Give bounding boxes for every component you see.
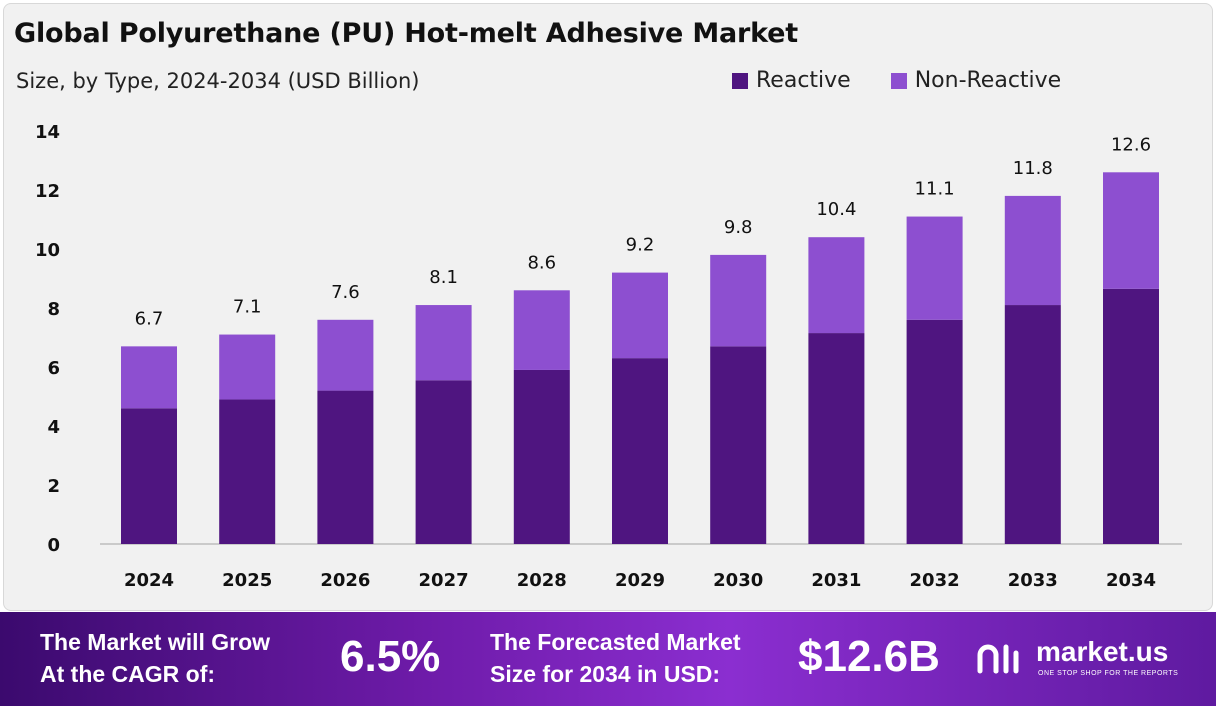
brand-name: market.us [1036, 636, 1169, 667]
data-label-total: 8.6 [527, 252, 556, 273]
bar-reactive-2024 [121, 408, 177, 544]
y-tick-label: 6 [47, 358, 60, 379]
bar-reactive-2027 [415, 380, 472, 544]
bar-non-reactive-2025 [219, 334, 276, 400]
x-tick-label: 2030 [713, 570, 763, 591]
bar-non-reactive-2030 [710, 254, 767, 347]
bar-chart: 0 2 4 6 8 10 12 14 6.7 7.1 7.6 8.1 8.6 9.2 9.8 10.4 11.… [35, 122, 1182, 591]
forecast-label-line1: The Forecasted Market [490, 629, 741, 655]
legend-item-non-reactive: Non-Reactive [890, 68, 1062, 93]
data-label-total: 8.1 [429, 267, 458, 288]
bar-non-reactive-2031 [808, 237, 865, 334]
legend-item-reactive: Reactive [732, 68, 851, 93]
cagr-label-line1: The Market will Grow [40, 629, 271, 655]
bar-non-reactive-2027 [415, 305, 472, 381]
bar-non-reactive-2026 [317, 319, 374, 391]
legend-swatch-reactive [732, 72, 748, 89]
bar-non-reactive-2032 [906, 216, 963, 320]
bar-reactive-2029 [612, 358, 668, 544]
x-tick-label: 2026 [320, 570, 370, 591]
x-tick-label: 2033 [1008, 570, 1058, 591]
x-tick-label: 2027 [419, 570, 469, 591]
bar-non-reactive-2028 [513, 290, 570, 370]
bar-non-reactive-2029 [612, 272, 668, 359]
cagr-value: 6.5% [340, 632, 441, 681]
x-tick-label: 2024 [124, 570, 174, 591]
bar-reactive-2033 [1004, 305, 1061, 544]
bar-non-reactive-2033 [1004, 195, 1061, 306]
forecast-label: The Forecasted Market Size for 2034 in U… [490, 626, 741, 690]
y-tick-label: 14 [35, 122, 60, 143]
bar-reactive-2030 [710, 346, 767, 544]
footer-banner: The Market will Grow At the CAGR of: 6.5… [0, 612, 1216, 706]
cagr-label: The Market will Grow At the CAGR of: [40, 626, 270, 690]
forecast-label-line2: Size for 2034 in USD: [490, 661, 721, 687]
legend-swatch-non-reactive [890, 72, 907, 89]
data-label-total: 7.6 [331, 282, 360, 303]
data-label-total: 9.2 [626, 235, 655, 256]
cagr-label-line2: At the CAGR of: [40, 661, 216, 687]
x-tick-label: 2025 [222, 570, 272, 591]
bar-reactive-2034 [1103, 288, 1159, 544]
market-us-logo-icon [977, 644, 1019, 674]
bar-reactive-2028 [513, 369, 570, 544]
x-axis: 2024 2025 2026 2027 2028 2029 2030 2031 2032 2033… [124, 570, 1156, 591]
data-label-total: 9.8 [724, 217, 753, 238]
x-tick-label: 2031 [811, 570, 861, 591]
brand-tagline: ONE STOP SHOP FOR THE REPORTS [1038, 670, 1179, 677]
bar-reactive-2026 [317, 390, 374, 544]
bar-reactive-2031 [808, 333, 865, 544]
legend-label-reactive: Reactive [756, 68, 851, 93]
y-tick-label: 10 [35, 240, 60, 261]
bar-reactive-2032 [906, 319, 963, 544]
chart-legend: Reactive Non-Reactive [732, 68, 1101, 93]
y-tick-label: 0 [47, 535, 60, 556]
data-label-total: 12.6 [1111, 134, 1151, 155]
x-tick-label: 2028 [517, 570, 567, 591]
data-label-total: 11.8 [1013, 158, 1053, 179]
y-tick-label: 4 [47, 417, 60, 438]
data-label-total: 10.4 [816, 199, 856, 220]
forecast-value: $12.6B [798, 632, 940, 681]
x-tick-label: 2032 [910, 570, 960, 591]
data-label-total: 6.7 [135, 308, 164, 329]
legend-label-non-reactive: Non-Reactive [914, 68, 1062, 93]
bar-reactive-2025 [219, 399, 276, 544]
bar-non-reactive-2024 [121, 346, 177, 409]
y-tick-label: 2 [47, 476, 60, 497]
x-tick-label: 2029 [615, 570, 665, 591]
bar-non-reactive-2034 [1103, 172, 1159, 289]
chart-title: Global Polyurethane (PU) Hot-melt Adhesi… [14, 18, 798, 49]
chart-subtitle: Size, by Type, 2024-2034 (USD Billion) [16, 69, 420, 93]
y-tick-label: 12 [35, 181, 60, 202]
bar-group: 6.7 7.1 7.6 8.1 8.6 9.2 9.8 10.4 11.1 11.8 12.6 [121, 134, 1159, 544]
y-tick-label: 8 [47, 299, 60, 320]
y-axis: 0 2 4 6 8 10 12 14 [35, 122, 60, 556]
data-label-total: 11.1 [915, 179, 955, 200]
x-tick-label: 2034 [1106, 570, 1156, 591]
data-label-total: 7.1 [233, 297, 262, 318]
